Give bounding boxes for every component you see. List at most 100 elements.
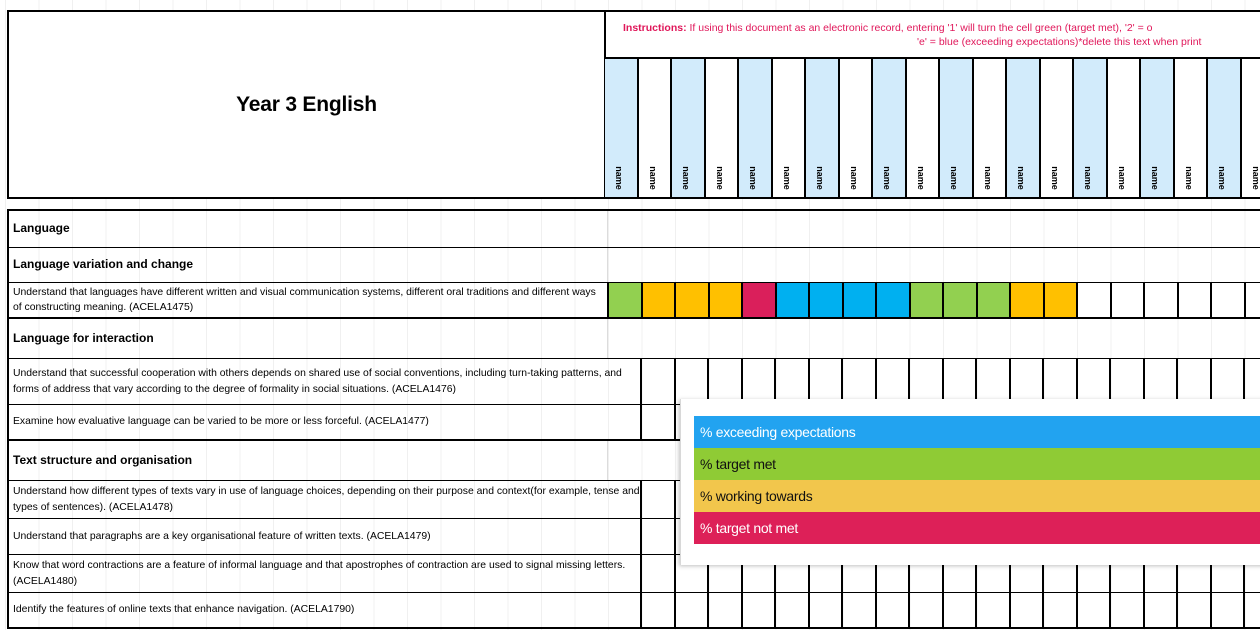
assessment-cell-empty[interactable] [740,555,775,592]
assessment-cell-empty[interactable] [673,555,708,592]
assessment-cell-empty[interactable] [673,593,708,627]
assessment-cell-empty[interactable] [1109,359,1143,404]
student-name-column[interactable]: name [638,59,672,197]
outcome-description[interactable]: Understand that paragraphs are a key org… [9,519,640,554]
assessment-cell-empty[interactable] [1243,593,1260,627]
assessment-cell-empty[interactable] [740,593,775,627]
assessment-cell-empty[interactable] [1042,359,1076,404]
assessment-cell-amber[interactable] [1009,283,1043,317]
assessment-cell-green[interactable] [607,283,641,317]
assessment-cell-green[interactable] [942,283,976,317]
assessment-cell-empty[interactable] [673,405,708,439]
assessment-cell-empty[interactable] [841,359,875,404]
assessment-cell-blue[interactable] [841,283,875,317]
assessment-cell-empty[interactable] [841,555,875,592]
assessment-cell-empty[interactable] [908,555,942,592]
assessment-cell-empty[interactable] [1176,359,1210,404]
outcome-description[interactable]: Understand that languages have different… [9,283,607,317]
assessment-cell-empty[interactable] [707,359,741,404]
assessment-cell-empty[interactable] [908,359,942,404]
assessment-cell-empty[interactable] [1176,283,1211,317]
assessment-cell-empty[interactable] [874,593,909,627]
assessment-cell-empty[interactable] [1243,359,1260,404]
assessment-cell-empty[interactable] [1243,283,1260,317]
assessment-cell-amber[interactable] [707,283,741,317]
assessment-cell-empty[interactable] [774,359,808,404]
assessment-cell-empty[interactable] [975,359,1009,404]
student-name-column[interactable]: name [806,59,840,197]
student-name-column[interactable]: name [1208,59,1242,197]
assessment-cell-empty[interactable] [908,593,942,627]
assessment-cell-empty[interactable] [640,359,674,404]
student-name-column[interactable]: name [973,59,1007,197]
assessment-cell-empty[interactable] [640,481,674,518]
assessment-cell-empty[interactable] [673,519,708,554]
assessment-cell-empty[interactable] [1109,593,1143,627]
assessment-cell-empty[interactable] [707,593,741,627]
assessment-cell-empty[interactable] [874,359,909,404]
instructions-cell[interactable]: Instructions: If using this document as … [606,10,1260,59]
assessment-cell-empty[interactable] [1243,555,1260,592]
assessment-cell-empty[interactable] [640,519,674,554]
assessment-cell-empty[interactable] [740,359,775,404]
assessment-cell-amber[interactable] [1042,283,1076,317]
assessment-cell-empty[interactable] [807,593,842,627]
section-heading[interactable]: Language [9,211,607,247]
assessment-cell-empty[interactable] [941,555,976,592]
student-name-column[interactable]: name [1107,59,1141,197]
heading-empty-cell[interactable] [607,319,1260,358]
assessment-cell-empty[interactable] [1176,593,1210,627]
assessment-cell-empty[interactable] [1008,593,1043,627]
outcome-description[interactable]: Examine how evaluative language can be v… [9,405,640,439]
student-name-column[interactable]: name [1241,59,1260,197]
outcome-description[interactable]: Know that word contractions are a featur… [9,555,640,592]
assessment-cell-empty[interactable] [1142,593,1177,627]
assessment-cell-empty[interactable] [1008,359,1043,404]
student-name-column[interactable]: name [873,59,907,197]
assessment-cell-empty[interactable] [1143,283,1177,317]
student-name-column[interactable]: name [1174,59,1208,197]
assessment-cell-blue[interactable] [774,283,808,317]
assessment-cell-empty[interactable] [807,555,842,592]
assessment-cell-empty[interactable] [1176,555,1210,592]
student-name-column[interactable]: name [772,59,806,197]
section-heading[interactable]: Language for interaction [9,319,607,358]
section-heading[interactable]: Language variation and change [9,248,607,282]
assessment-cell-empty[interactable] [1142,359,1177,404]
assessment-cell-empty[interactable] [975,555,1009,592]
student-name-column[interactable]: name [605,59,639,197]
assessment-cell-empty[interactable] [640,405,674,439]
student-name-column[interactable]: name [1074,59,1108,197]
assessment-cell-blue[interactable] [875,283,909,317]
assessment-cell-amber[interactable] [640,283,674,317]
assessment-cell-empty[interactable] [640,593,674,627]
student-name-column[interactable]: name [705,59,739,197]
assessment-cell-empty[interactable] [1075,555,1110,592]
assessment-cell-empty[interactable] [774,555,808,592]
heading-empty-cell[interactable] [607,441,1260,480]
heading-empty-cell[interactable] [607,248,1260,282]
assessment-cell-empty[interactable] [1042,593,1076,627]
title-cell[interactable]: Year 3 English [7,10,606,199]
assessment-cell-empty[interactable] [1209,359,1244,404]
student-name-column[interactable]: name [739,59,773,197]
assessment-cell-amber[interactable] [674,283,708,317]
assessment-cell-empty[interactable] [1209,593,1244,627]
student-name-column[interactable]: name [839,59,873,197]
assessment-cell-green[interactable] [975,283,1009,317]
student-name-column[interactable]: name [1040,59,1074,197]
assessment-cell-empty[interactable] [975,593,1009,627]
assessment-cell-empty[interactable] [1109,283,1144,317]
assessment-cell-empty[interactable] [1076,283,1110,317]
assessment-cell-empty[interactable] [874,555,909,592]
assessment-cell-empty[interactable] [941,359,976,404]
assessment-cell-empty[interactable] [1042,555,1076,592]
assessment-cell-empty[interactable] [1209,555,1244,592]
assessment-cell-red[interactable] [741,283,775,317]
assessment-cell-empty[interactable] [707,555,741,592]
assessment-cell-empty[interactable] [673,359,708,404]
assessment-cell-empty[interactable] [774,593,808,627]
outcome-description[interactable]: Understand that successful cooperation w… [9,359,640,404]
assessment-cell-empty[interactable] [640,555,674,592]
assessment-cell-empty[interactable] [1075,359,1110,404]
